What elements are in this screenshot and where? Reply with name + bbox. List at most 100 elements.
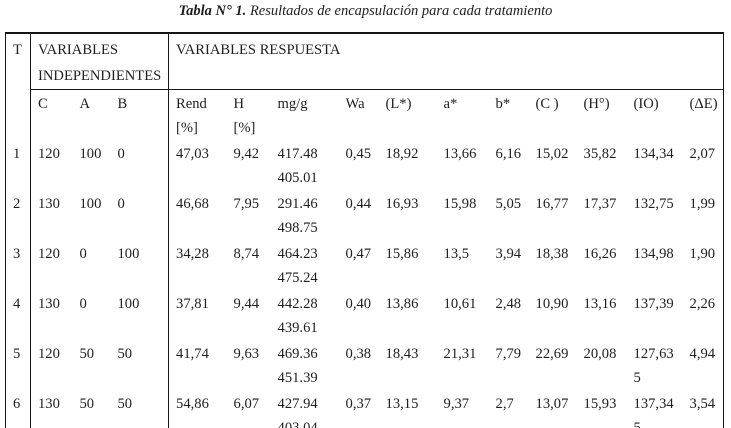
subheader-cell: (IO) xyxy=(633,96,659,112)
subheader-cell: C xyxy=(38,96,48,112)
data-cell: 18,43 xyxy=(385,346,419,362)
data-cell: 127,63 5 xyxy=(633,346,674,386)
data-cell: 134,34 xyxy=(633,146,674,162)
data-cell: 50 xyxy=(110,390,170,428)
data-cell: 0,47 xyxy=(345,246,372,262)
corner-header-cell: T xyxy=(5,33,31,140)
subheader-cell: H [%] xyxy=(233,96,256,136)
data-cell: 464.23 475.24 xyxy=(277,246,318,286)
data-cell: 134,98 xyxy=(633,246,674,262)
table-row: 4 130 0 100 37,81 9,44 442.28 439.61 0,4… xyxy=(5,290,724,340)
subheader-cell: a* xyxy=(443,96,458,112)
data-cell: 13,16 xyxy=(583,296,617,312)
data-cell: 427.94 403.04 xyxy=(277,396,318,428)
table-caption-text: Resultados de encapsulación para cada tr… xyxy=(246,3,553,19)
data-cell: 130 xyxy=(38,396,60,412)
data-cell: 6,16 xyxy=(495,146,522,162)
data-cell: 2,07 xyxy=(689,146,716,162)
subheader-cell: (ΔE) xyxy=(689,96,718,112)
data-cell: 10,61 xyxy=(443,296,477,312)
table-row: 3 120 0 100 34,28 8,74 464.23 475.24 0,4… xyxy=(5,240,724,290)
data-cell: 13,15 xyxy=(385,396,419,412)
data-cell: 2,26 xyxy=(689,296,716,312)
treatment-number-cell: 3 xyxy=(5,240,31,290)
data-cell: 1,90 xyxy=(689,246,716,262)
response-variables-group-header: VARIABLES RESPUESTA xyxy=(168,33,724,90)
data-cell: 13,5 xyxy=(443,246,470,262)
data-cell: 16,93 xyxy=(385,196,419,212)
treatment-number-cell: 6 xyxy=(5,390,31,428)
data-cell: 18,92 xyxy=(385,146,419,162)
data-cell: 16,77 xyxy=(535,196,569,212)
data-cell: 18,38 xyxy=(535,246,569,262)
data-cell: 8,74 xyxy=(233,246,260,262)
data-cell: 0 xyxy=(110,140,170,190)
data-cell: 120 xyxy=(38,246,60,262)
data-cell: 13,66 xyxy=(443,146,477,162)
data-cell: 50 xyxy=(79,346,95,362)
results-table: T VARIABLES INDEPENDIENTES VARIABLES RES… xyxy=(5,32,725,428)
subheader-cell: (H°) xyxy=(583,96,610,112)
data-cell: 442.28 439.61 xyxy=(277,296,318,336)
data-cell: 2,48 xyxy=(495,296,522,312)
data-cell: 37,81 xyxy=(176,296,209,312)
data-cell: 137,39 xyxy=(633,296,674,312)
data-cell: 0 xyxy=(110,190,170,240)
data-cell: 13,07 xyxy=(535,396,569,412)
data-cell: 46,68 xyxy=(176,196,209,212)
data-cell: 34,28 xyxy=(176,246,209,262)
data-cell: 120 xyxy=(38,146,60,162)
data-cell: 5,05 xyxy=(495,196,522,212)
data-cell: 17,37 xyxy=(583,196,617,212)
data-cell: 9,37 xyxy=(443,396,470,412)
data-cell: 15,02 xyxy=(535,146,569,162)
data-cell: 15,93 xyxy=(583,396,617,412)
data-cell: 22,69 xyxy=(535,346,569,362)
table-caption: Tabla N° 1. Resultados de encapsulación … xyxy=(0,1,731,21)
table-caption-number: Tabla N° 1. xyxy=(178,3,247,19)
data-cell: 137,34 5 xyxy=(633,396,674,428)
data-cell: 120 xyxy=(38,346,60,362)
data-cell: 7,95 xyxy=(233,196,260,212)
treatment-number-cell: 5 xyxy=(5,340,31,390)
data-cell: 41,74 xyxy=(176,346,209,362)
subheader-cell: mg/g xyxy=(277,96,308,112)
table-row: 6 130 50 50 54,86 6,07 427.94 403.04 0,3… xyxy=(5,390,724,428)
data-cell: 15,98 xyxy=(443,196,477,212)
data-cell: 4,94 xyxy=(689,346,716,362)
header-group-row: T VARIABLES INDEPENDIENTES VARIABLES RES… xyxy=(5,33,724,140)
data-cell: 0,40 xyxy=(345,296,372,312)
data-cell: 0,38 xyxy=(345,346,372,362)
subheader-cell: b* xyxy=(495,96,511,112)
data-cell: 100 xyxy=(79,146,102,162)
data-cell: 100 xyxy=(110,290,170,340)
data-cell: 0 xyxy=(79,246,87,262)
data-cell: 3,54 xyxy=(689,396,716,412)
data-cell: 130 xyxy=(38,196,60,212)
data-cell: 417.48 405.01 xyxy=(277,146,318,186)
data-cell: 20,08 xyxy=(583,346,617,362)
subheader-cell: Wa xyxy=(345,96,365,112)
data-cell: 10,90 xyxy=(535,296,569,312)
data-cell: 9,44 xyxy=(233,296,260,312)
subheader-cell: A xyxy=(79,96,91,112)
data-cell: 54,86 xyxy=(176,396,209,412)
data-cell: 100 xyxy=(79,196,102,212)
data-cell: 0,44 xyxy=(345,196,372,212)
data-cell: 35,82 xyxy=(583,146,617,162)
subheader-cell: B xyxy=(110,89,170,140)
data-cell: 47,03 xyxy=(176,146,209,162)
table-row: 2 130 100 0 46,68 7,95 291.46 498.75 0,4… xyxy=(5,190,724,240)
treatment-number-cell: 1 xyxy=(5,140,31,190)
subheader-cell: (L*) xyxy=(385,96,412,112)
data-cell: 50 xyxy=(79,396,95,412)
data-cell: 469.36 451.39 xyxy=(277,346,318,386)
data-cell: 0,37 xyxy=(345,396,372,412)
data-cell: 50 xyxy=(110,340,170,390)
data-cell: 7,79 xyxy=(495,346,522,362)
data-cell: 130 xyxy=(38,296,60,312)
independent-variables-group-header: VARIABLES INDEPENDIENTES xyxy=(30,33,170,90)
treatment-number-cell: 4 xyxy=(5,290,31,340)
data-cell: 2,7 xyxy=(495,396,514,412)
